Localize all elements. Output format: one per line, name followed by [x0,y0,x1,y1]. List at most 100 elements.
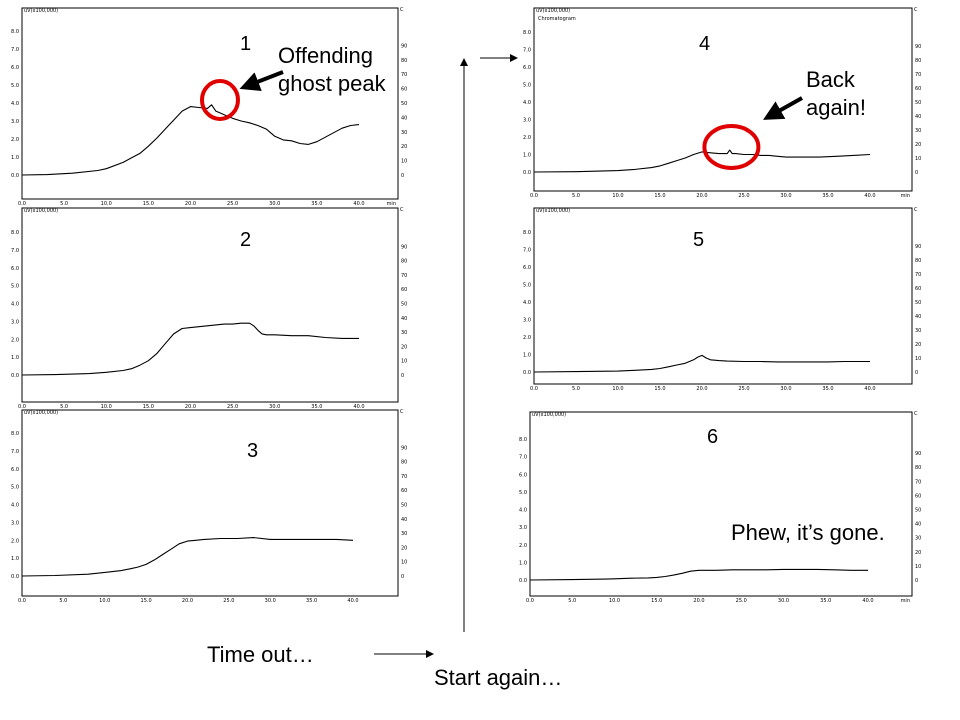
y-unit-label: uV(x100,000) [24,410,58,416]
x-tick-label: 10.0 [609,598,620,604]
annotation-phew-its-gone: Phew, it’s gone. [731,520,885,545]
y2-tick-label: 90 [401,445,407,451]
y-tick-label: 2.0 [11,137,19,143]
y2-tick-label: 50 [915,300,921,306]
y-tick-label: 8.0 [523,30,531,36]
annotation-start-again: Start again… [434,665,562,690]
x-tick-label: 30.0 [780,193,791,199]
y-tick-label: 3.0 [519,525,527,531]
x-unit-label: min [901,193,910,199]
y2-tick-label: 20 [915,342,921,348]
y2-tick-label: 20 [915,550,921,556]
y2-unit-label: C [400,7,404,13]
y2-tick-label: 90 [915,244,921,250]
y-tick-label: 5.0 [11,284,19,290]
x-tick-label: 5.0 [572,386,580,392]
y-tick-label: 7.0 [11,47,19,53]
y2-tick-label: 40 [915,114,921,120]
y-tick-label: 1.0 [519,560,527,566]
chromatogram-trace [21,537,354,577]
y2-tick-label: 50 [401,101,407,107]
y-unit-label: uV(x100,000) [532,412,566,418]
y2-tick-label: 10 [915,156,921,162]
y2-tick-label: 80 [401,58,407,64]
y2-tick-label: 0 [915,578,918,584]
x-unit-label: min [901,598,910,604]
y2-tick-label: 50 [915,508,921,514]
panel-number: 5 [693,229,704,251]
y-tick-label: 2.0 [523,335,531,341]
y-tick-label: 5.0 [519,490,527,496]
chromatogram-trace [21,104,360,176]
x-tick-label: 40.0 [353,404,364,410]
panel-frame [21,207,399,403]
legend-label: Chromatogram [538,16,576,22]
y-tick-label: 2.0 [11,538,19,544]
y2-tick-label: 70 [401,273,407,279]
y2-unit-label: C [400,409,404,415]
annotation-back-line-2: again! [806,95,866,120]
y-tick-label: 1.0 [11,155,19,161]
annotation-offending-line-2: ghost peak [278,71,387,96]
y2-unit-label: C [400,207,404,213]
y2-tick-label: 20 [401,545,407,551]
y-tick-label: 3.0 [11,520,19,526]
panel-number: 2 [240,229,251,251]
annotation-time-out: Time out… [207,642,314,667]
panel-frame [21,409,399,597]
y-tick-label: 4.0 [519,508,527,514]
y2-tick-label: 50 [401,503,407,509]
ghost-peak-highlight-circle [199,79,240,121]
x-tick-label: 10.0 [101,201,112,207]
x-tick-label: 35.0 [306,598,317,604]
y-unit-label: uV(x100,000) [24,8,58,14]
y-tick-label: 4.0 [11,302,19,308]
y2-unit-label: C [914,7,918,13]
y2-tick-label: 30 [915,128,921,134]
x-tick-label: 15.0 [143,201,154,207]
annotation-offending-ghost-peak: Offending ghost peak [278,43,387,96]
x-tick-label: 35.0 [311,201,322,207]
y-tick-label: 7.0 [523,248,531,254]
y2-tick-label: 90 [915,44,921,50]
panel-frame [529,411,913,597]
y2-tick-label: 10 [401,359,407,365]
x-tick-label: 15.0 [654,386,665,392]
y2-tick-label: 50 [915,100,921,106]
y-tick-label: 5.0 [523,283,531,289]
y2-tick-label: 60 [915,86,921,92]
x-tick-label: 40.0 [864,193,875,199]
y2-tick-label: 20 [401,144,407,150]
y2-tick-label: 70 [915,72,921,78]
chromatogram-trace [533,149,871,173]
x-tick-label: 35.0 [820,598,831,604]
chromatogram-panel-6: uV(x100,000) C 0.0 1.0 2.0 3.0 4.0 5.0 6.0 7.0 8.0… [519,411,921,604]
y2-tick-label: 40 [401,517,407,523]
x-tick-label: 35.0 [822,193,833,199]
x-tick-label: 0.0 [18,201,26,207]
x-tick-label: 20.0 [182,598,193,604]
y2-tick-label: 0 [915,370,918,376]
y-unit-label: uV(x100,000) [536,8,570,14]
chromatogram-panel-5: uV(x100,000) C 0.0 1.0 2.0 3.0 4.0 5.0 6.0 7.0 8.0… [523,207,921,392]
x-tick-label: 30.0 [269,404,280,410]
panel-frame [533,7,913,192]
y-tick-label: 7.0 [519,455,527,461]
y2-tick-label: 70 [401,72,407,78]
y2-tick-label: 20 [915,142,921,148]
x-tick-label: 5.0 [572,193,580,199]
y-tick-label: 6.0 [519,472,527,478]
x-tick-label: 5.0 [60,404,68,410]
x-tick-label: 0.0 [18,404,26,410]
y2-unit-label: C [914,207,918,213]
chromatogram-panel-1: uV(x100,000) C 0.0 1.0 2.0 3.0 4.0 5.0 6.0 7.0 8.0… [11,7,407,207]
y2-tick-label: 10 [915,564,921,570]
x-tick-label: 35.0 [311,404,322,410]
annotation-back-line-1: Back [806,67,856,92]
x-tick-label: 25.0 [223,598,234,604]
y-tick-label: 8.0 [519,437,527,443]
y-tick-label: 3.0 [11,319,19,325]
x-tick-label: 35.0 [822,386,833,392]
panel-frame [533,207,913,385]
y-tick-label: 2.0 [11,337,19,343]
